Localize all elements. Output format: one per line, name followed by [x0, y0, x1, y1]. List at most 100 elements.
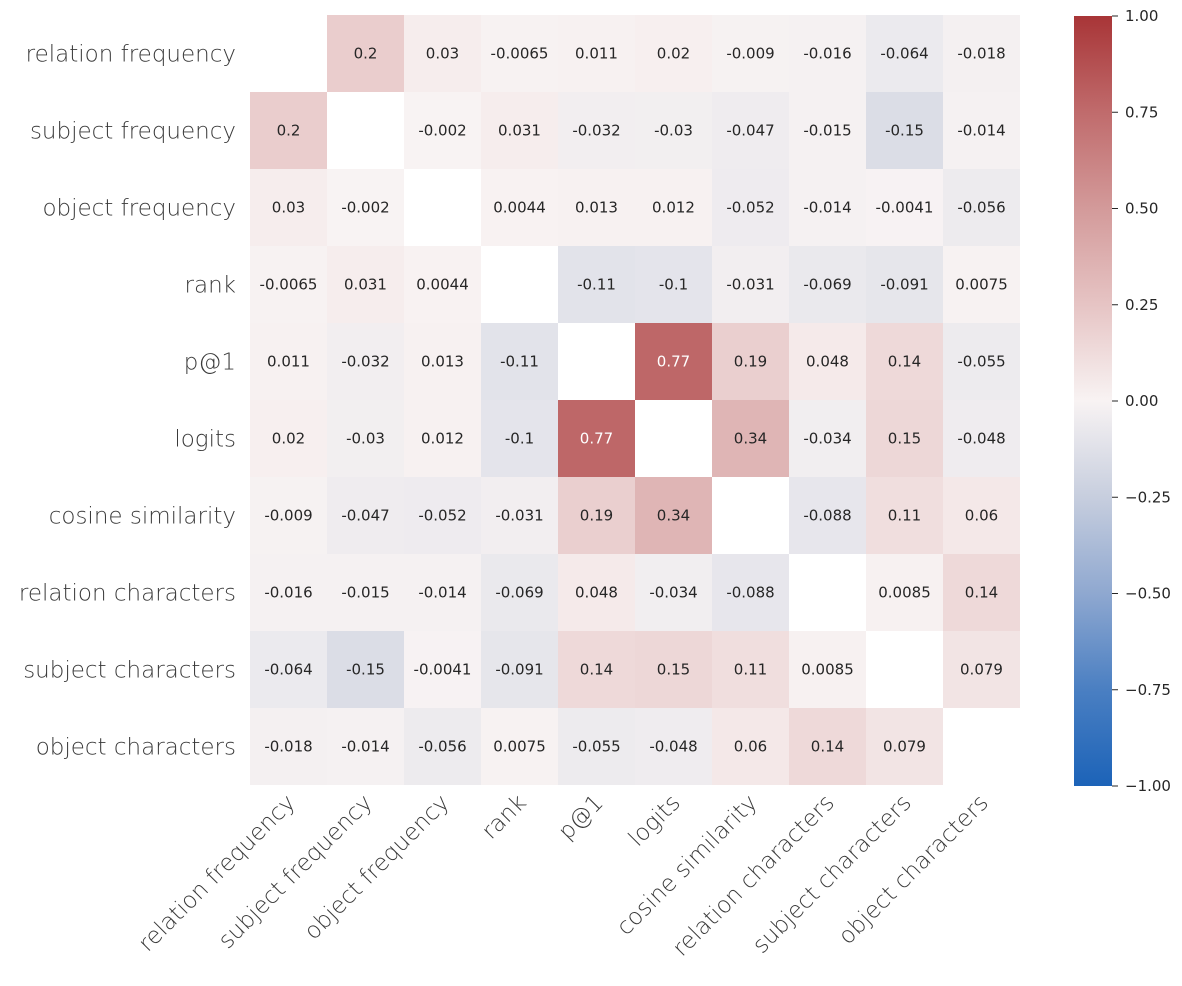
cell-value-label: -0.1	[505, 430, 534, 448]
cell-value-label: -0.016	[264, 584, 312, 602]
heatmap-cell	[558, 92, 635, 169]
heatmap-cell	[635, 708, 712, 785]
heatmap-cell	[866, 15, 943, 92]
cell-value-label: 0.0044	[416, 276, 469, 294]
heatmap-cell	[250, 477, 327, 554]
heatmap-cell	[327, 554, 404, 631]
heatmap-cell	[481, 15, 558, 92]
x-tick-label: rank	[477, 790, 532, 845]
cell-value-label: -0.11	[577, 276, 616, 294]
cell-value-label: 0.34	[657, 507, 690, 525]
cell-value-label: 0.012	[421, 430, 464, 448]
cell-value-label: 0.15	[657, 661, 690, 679]
heatmap-value-labels: 0.2 0.03 -0.0065 0.011 0.02 -0.009 -0.016 -0.06…	[260, 45, 1008, 756]
cell-value-label: 0.19	[580, 507, 613, 525]
cell-value-label: 0.14	[811, 738, 844, 756]
heatmap-cell	[635, 323, 712, 400]
cell-value-label: -0.056	[418, 738, 466, 756]
cell-value-label: -0.091	[495, 661, 543, 679]
heatmap-cell	[250, 400, 327, 477]
cell-value-label: 0.15	[888, 430, 921, 448]
heatmap-cell	[327, 246, 404, 323]
cell-value-label: 0.14	[965, 584, 998, 602]
cell-value-label: -0.015	[341, 584, 389, 602]
colorbar-tick-label: 0.00	[1125, 392, 1158, 410]
heatmap-cell	[789, 477, 866, 554]
cell-value-label: 0.06	[734, 738, 767, 756]
cell-value-label: -0.091	[880, 276, 928, 294]
heatmap-cell	[327, 477, 404, 554]
heatmap-cell	[789, 92, 866, 169]
cell-value-label: -0.0065	[491, 45, 549, 63]
heatmap-cell	[943, 400, 1020, 477]
cell-value-label: 0.77	[580, 430, 613, 448]
heatmap-cell	[943, 169, 1020, 246]
x-tick-label: object frequency	[299, 790, 454, 945]
heatmap-cell	[635, 246, 712, 323]
cell-value-label: -0.069	[803, 276, 851, 294]
cell-value-label: -0.03	[346, 430, 385, 448]
y-tick-label: relation characters	[19, 581, 236, 607]
cell-value-label: 0.0075	[955, 276, 1008, 294]
cell-value-label: -0.014	[957, 122, 1005, 140]
cell-value-label: 0.2	[277, 122, 301, 140]
cell-value-label: -0.018	[957, 45, 1005, 63]
heatmap-cell	[866, 708, 943, 785]
heatmap-cell	[481, 708, 558, 785]
heatmap-cell	[481, 554, 558, 631]
heatmap-cell	[404, 92, 481, 169]
cell-value-label: -0.052	[726, 199, 774, 217]
heatmap-cell	[481, 631, 558, 708]
heatmap-cell	[789, 15, 866, 92]
heatmap-cell	[250, 169, 327, 246]
cell-value-label: 0.03	[272, 199, 305, 217]
heatmap-cell	[712, 400, 789, 477]
heatmap-cell	[635, 92, 712, 169]
cell-value-label: 0.0085	[878, 584, 931, 602]
cell-value-label: -0.048	[649, 738, 697, 756]
heatmap-cell	[250, 631, 327, 708]
heatmap-cells	[250, 15, 1020, 785]
heatmap-cell	[943, 477, 1020, 554]
cell-value-label: -0.031	[726, 276, 774, 294]
heatmap-cell	[712, 323, 789, 400]
heatmap-cell	[635, 15, 712, 92]
y-axis-labels: relation frequency subject frequency objec…	[19, 42, 236, 761]
cell-value-label: -0.031	[495, 507, 543, 525]
cell-value-label: -0.015	[803, 122, 851, 140]
y-tick-label: p@1	[184, 350, 236, 376]
heatmap-cell	[250, 708, 327, 785]
cell-value-label: 0.079	[883, 738, 926, 756]
cell-value-label: 0.031	[344, 276, 387, 294]
y-tick-label: logits	[174, 427, 236, 453]
cell-value-label: 0.011	[575, 45, 618, 63]
heatmap-cell	[943, 15, 1020, 92]
cell-value-label: -0.002	[418, 122, 466, 140]
heatmap-cell	[635, 631, 712, 708]
colorbar-gradient	[1074, 16, 1112, 786]
cell-value-label: -0.047	[341, 507, 389, 525]
heatmap-cell	[789, 246, 866, 323]
heatmap-cell	[481, 477, 558, 554]
cell-value-label: 0.031	[498, 122, 541, 140]
cell-value-label: -0.014	[418, 584, 466, 602]
cell-value-label: -0.0041	[876, 199, 934, 217]
heatmap-cell	[558, 400, 635, 477]
y-tick-label: rank	[185, 273, 236, 299]
cell-value-label: -0.088	[803, 507, 851, 525]
heatmap-cell	[789, 400, 866, 477]
colorbar-tick-label: 0.25	[1125, 296, 1158, 314]
heatmap-cell	[712, 92, 789, 169]
cell-value-label: -0.052	[418, 507, 466, 525]
heatmap-cell	[327, 15, 404, 92]
cell-value-label: -0.032	[341, 353, 389, 371]
colorbar-tick-label: 1.00	[1125, 7, 1158, 25]
heatmap-cell	[558, 246, 635, 323]
cell-value-label: -0.069	[495, 584, 543, 602]
heatmap-cell	[943, 631, 1020, 708]
cell-value-label: -0.047	[726, 122, 774, 140]
heatmap-cell	[866, 323, 943, 400]
cell-value-label: -0.034	[649, 584, 697, 602]
cell-value-label: -0.009	[264, 507, 312, 525]
